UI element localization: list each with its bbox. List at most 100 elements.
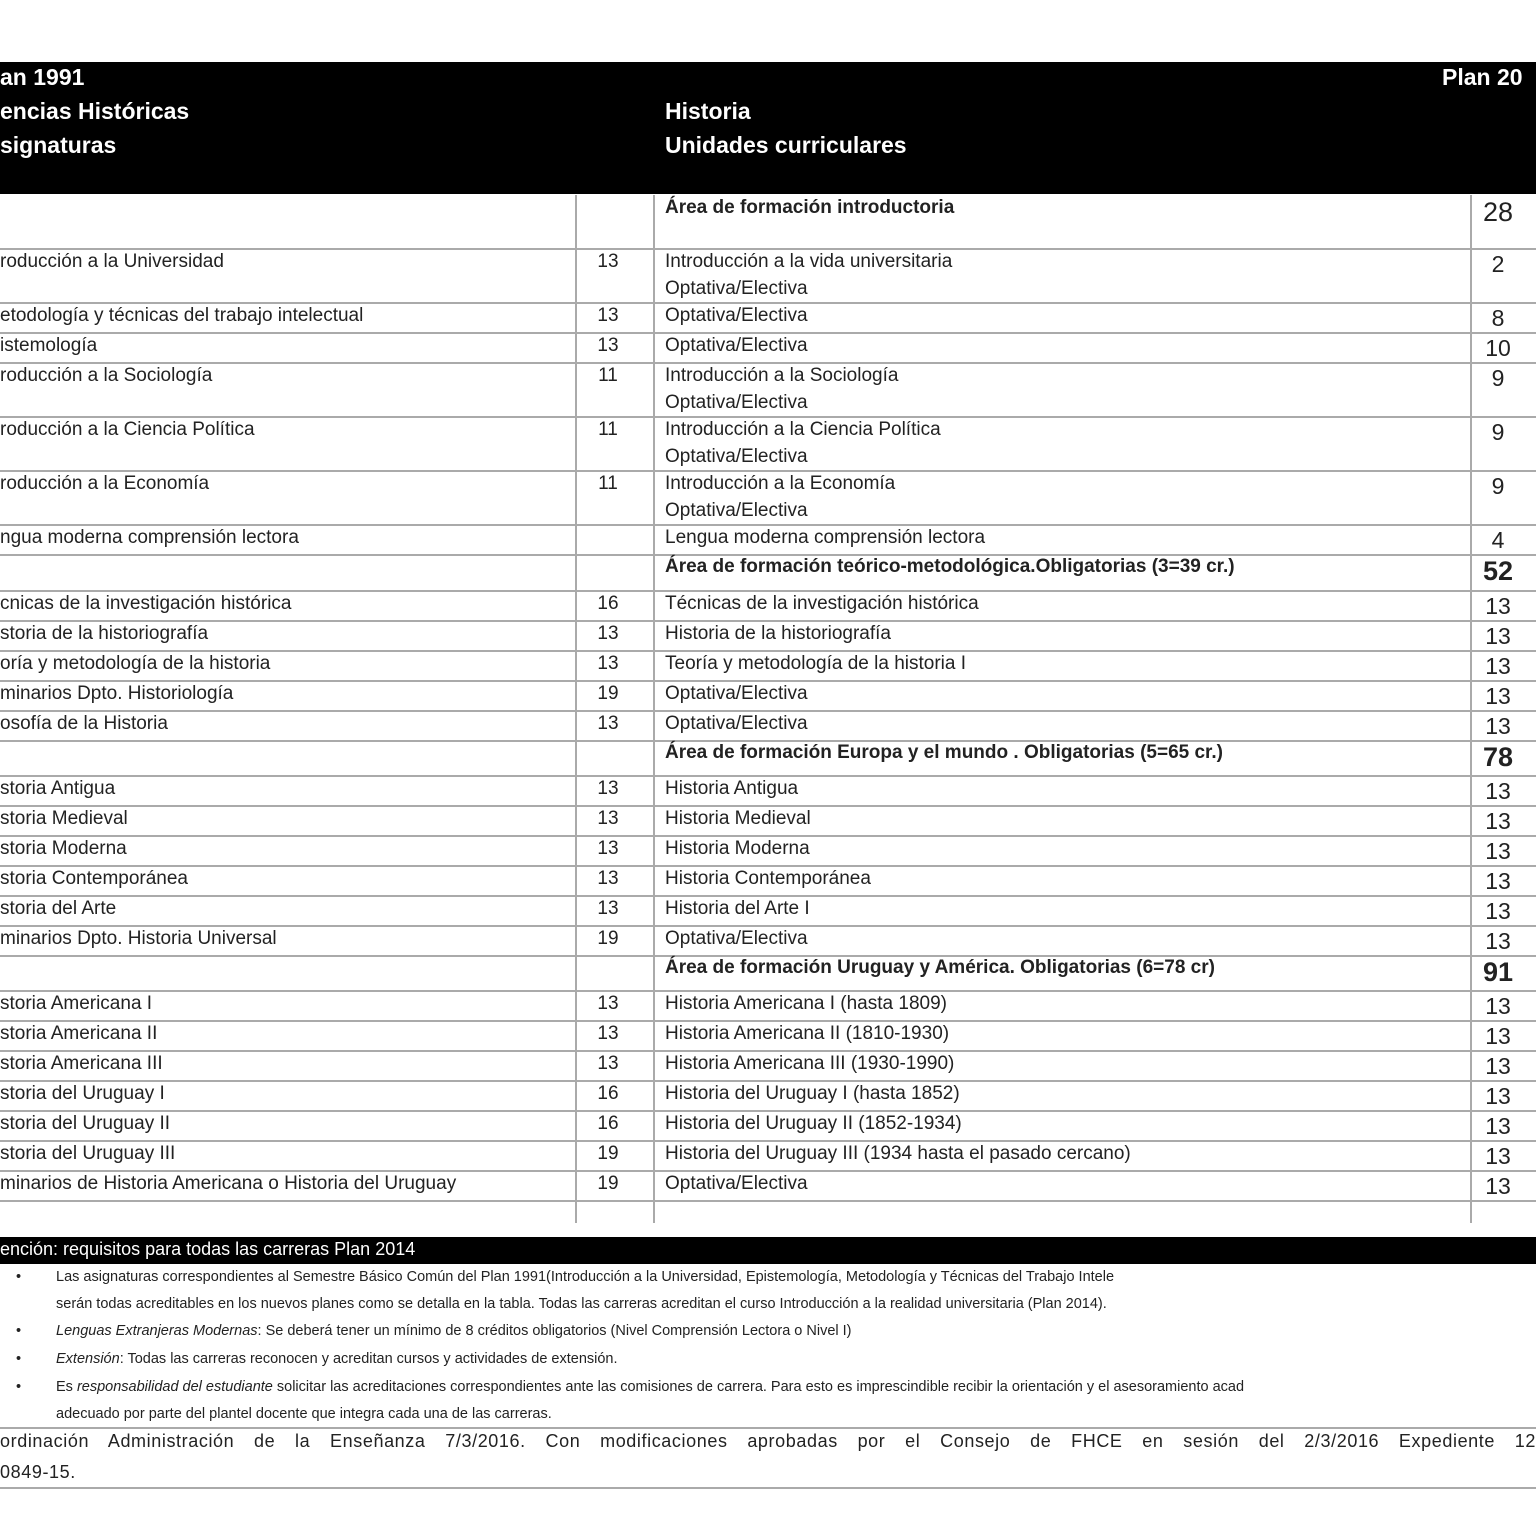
footer-line: 0849-15. [0,1462,76,1482]
old-credits: 16 [597,593,619,614]
old-course: minarios de Historia Americana o Histori… [0,1173,457,1194]
rule [0,990,1536,992]
old-credits: 19 [597,1143,619,1164]
area-title: Área de formación teórico-metodológica.O… [665,556,1235,577]
old-credits: 16 [597,1113,619,1134]
area-title: Área de formación Uruguay y América. Obl… [665,957,1215,978]
text-run: : Todas las carreras reconocen y acredit… [119,1351,618,1367]
old-course: storia de la historiografía [0,623,209,644]
new-course: Historia Americana II (1810-1930) [665,1023,950,1044]
new-course: Historia Americana III (1930-1990) [665,1053,955,1074]
rule [0,620,1536,622]
new-course: Optativa/Electiva [665,305,808,326]
old-course: storia Antigua [0,778,116,799]
new-course: Introducción a la vida universitaria [665,251,953,272]
rule [0,332,1536,334]
bullet: • [16,1323,22,1339]
rule [0,416,1536,418]
new-course: Optativa/Electiva [665,683,808,704]
header-middle: Unidades curriculares [665,132,907,158]
rule [0,805,1536,807]
new-course: Historia Moderna [665,838,810,859]
rule [0,1170,1536,1172]
new-course: Optativa/Electiva [665,446,808,467]
old-credits: 13 [597,993,619,1014]
new-credits: 13 [1485,838,1511,864]
old-course: minarios Dpto. Historia Universal [0,928,277,949]
old-credits: 16 [597,1083,619,1104]
old-credits: 11 [598,473,618,494]
old-credits: 13 [597,868,619,889]
old-credits: 13 [597,653,619,674]
rule [0,865,1536,867]
new-course: Teoría y metodología de la historia I [665,653,967,674]
old-course: storia del Uruguay I [0,1083,165,1104]
rule [0,925,1536,927]
new-credits: 13 [1485,713,1511,739]
header-left: signaturas [0,132,117,158]
new-credits: 13 [1485,623,1511,649]
note-line: Lenguas Extranjeras Modernas: Se deberá … [56,1323,852,1339]
text-run: Es [56,1379,77,1395]
notes-band [0,1237,1536,1264]
header-middle: Historia [665,98,751,124]
old-credits: 13 [597,713,619,734]
header-left: encias Históricas [0,98,190,124]
rule [0,1050,1536,1052]
text-run: : Se deberá tener un mínimo de 8 crédito… [257,1323,852,1339]
bullet: • [16,1379,22,1395]
rule [0,302,1536,304]
note-line: Es responsabilidad del estudiante solici… [56,1379,1244,1395]
text-run: solicitar las acreditaciones correspondi… [272,1379,1245,1395]
notes-title: ención: requisitos para todas las carrer… [0,1239,416,1259]
new-credits: 9 [1491,419,1505,445]
rule [0,1080,1536,1082]
new-credits: 13 [1485,653,1511,679]
rule [0,470,1536,472]
rule [0,590,1536,592]
old-credits: 13 [597,623,619,644]
old-credits: 13 [597,251,619,272]
old-credits: 13 [597,898,619,919]
old-course: cnicas de la investigación histórica [0,593,292,614]
old-course: storia Americana III [0,1053,163,1074]
rule [0,524,1536,526]
old-credits: 19 [597,1173,619,1194]
header-band [0,62,1536,194]
area-credits: 28 [1482,197,1514,227]
old-credits: 11 [598,419,618,440]
old-course: storia del Uruguay III [0,1143,176,1164]
old-credits: 13 [597,1023,619,1044]
old-credits: 19 [597,928,619,949]
note-line: adecuado por parte del plantel docente q… [56,1406,552,1422]
new-course: Historia del Uruguay II (1852-1934) [665,1113,962,1134]
rule [0,248,1536,250]
new-credits: 13 [1485,1113,1511,1139]
new-credits: 13 [1485,868,1511,894]
rule [0,1110,1536,1112]
new-credits: 13 [1485,778,1511,804]
new-course: Historia de la historiografía [665,623,891,644]
text-run: Extensión [56,1351,120,1367]
rule [1470,195,1472,1223]
text-run: serán todas acreditables en los nuevos p… [56,1296,1107,1312]
old-course: storia del Arte [0,898,117,919]
rule [0,680,1536,682]
old-course: etodología y técnicas del trabajo intele… [0,305,364,326]
rule [0,1427,1536,1429]
bullet: • [16,1269,22,1285]
new-credits: 8 [1491,305,1505,331]
rule [0,775,1536,777]
header-left: an 1991 [0,64,85,90]
old-course: roducción a la Sociología [0,365,213,386]
new-credits: 13 [1485,683,1511,709]
new-credits: 13 [1485,898,1511,924]
rule [575,195,577,1223]
new-credits: 13 [1485,1083,1511,1109]
new-credits: 13 [1485,928,1511,954]
new-course: Optativa/Electiva [665,1173,808,1194]
old-credits: 13 [597,778,619,799]
new-course: Optativa/Electiva [665,335,808,356]
old-credits: 13 [597,808,619,829]
old-credits: 11 [598,365,618,386]
